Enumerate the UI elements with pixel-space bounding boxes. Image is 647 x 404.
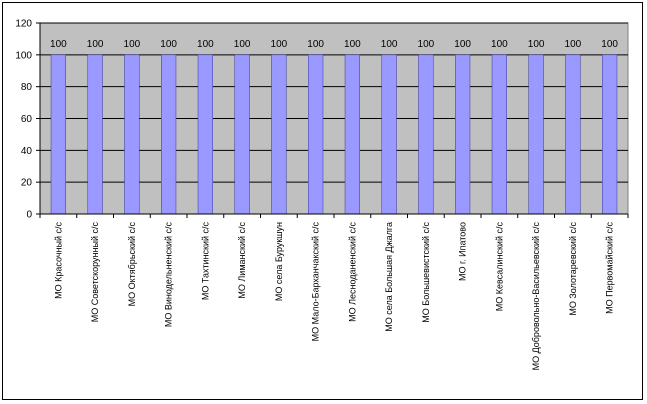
bar [87, 54, 103, 215]
data-label: 100 [454, 39, 471, 50]
y-tick-label: 0 [26, 210, 32, 221]
x-tick-label: МО Тахтинский с/с [200, 222, 210, 301]
bar [528, 54, 544, 215]
data-label: 100 [50, 39, 67, 50]
bar [308, 54, 324, 215]
bar [418, 54, 434, 215]
data-label: 100 [344, 39, 361, 50]
bar [161, 54, 177, 215]
data-label: 100 [271, 39, 288, 50]
x-tick-label: МО г. Ипатово [458, 222, 468, 281]
bar [381, 54, 397, 215]
x-tick-label: МО Лесноданенский с/с [347, 222, 357, 322]
data-label: 100 [491, 39, 508, 50]
data-label: 100 [565, 39, 582, 50]
y-tick-label: 20 [21, 178, 33, 189]
bar [50, 54, 66, 215]
bar [565, 54, 581, 215]
x-tick-label: МО Первомайский с/с [605, 222, 615, 314]
bar [602, 54, 618, 215]
bar [455, 54, 471, 215]
x-tick-labels: МО Красочный с/с МО Советскорунный с/с МО … [39, 214, 629, 371]
x-tick-label: МО Мало-Барханчакский с/с [311, 222, 321, 342]
data-label: 100 [381, 39, 398, 50]
x-tick-label: МО Красочный с/с [53, 222, 63, 299]
x-tick-label: МО Советскорунный с/с [90, 222, 100, 323]
data-labels: 100 100 100 100 100 100 100 100 100 100 100 100 100 1… [50, 39, 618, 50]
x-tick-label: МО Добровольно-Васильевский с/с [531, 222, 541, 371]
y-tick-label: 100 [15, 50, 32, 61]
data-label: 100 [234, 39, 251, 50]
x-tick-label: МО Золотаревский с/с [568, 222, 578, 316]
x-tick-label: МО Октябрьский с/с [127, 222, 137, 307]
data-label: 100 [528, 39, 545, 50]
bar [124, 54, 140, 215]
data-label: 100 [307, 39, 324, 50]
x-tick-label: МО Большевистский с/с [421, 222, 431, 323]
x-tick-label: МО Винодельненский с/с [164, 222, 174, 328]
y-tick-label: 80 [21, 82, 33, 93]
y-tick-label: 60 [21, 114, 33, 125]
y-tick-label: 40 [21, 146, 33, 157]
y-tick-label: 120 [15, 19, 32, 30]
bar [491, 54, 507, 215]
bar [197, 54, 213, 215]
data-label: 100 [197, 39, 214, 50]
x-tick-label: МО Лиманский с/с [237, 222, 247, 299]
data-label: 100 [87, 39, 104, 50]
bar [234, 54, 250, 215]
data-label: 100 [601, 39, 618, 50]
x-tick-label: МО села Большая Джалга [384, 222, 394, 332]
bar [271, 54, 287, 215]
x-tick-label: МО Кевсалинский с/с [494, 222, 504, 312]
x-tick-label: МО села Бурукшун [274, 222, 284, 301]
data-label: 100 [160, 39, 177, 50]
data-label: 100 [418, 39, 435, 50]
y-tick-labels: 0 20 40 60 80 100 120 [15, 19, 40, 221]
data-label: 100 [124, 39, 141, 50]
bar [344, 54, 360, 215]
bars [50, 54, 618, 215]
